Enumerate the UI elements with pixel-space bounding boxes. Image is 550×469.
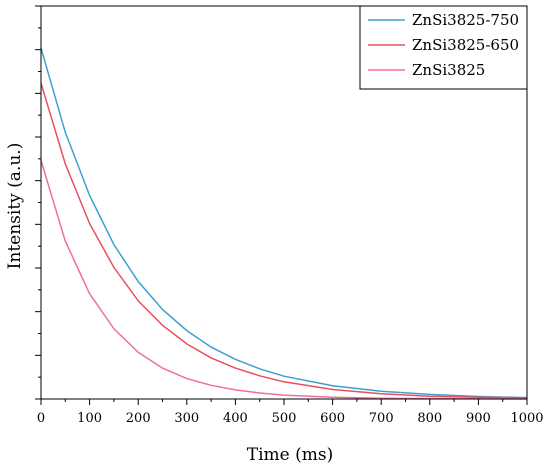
series-line-1 bbox=[40, 47, 528, 399]
series-line-2 bbox=[40, 82, 528, 399]
legend-label-3: ZnSi3825 bbox=[412, 61, 485, 79]
legend-label-1: ZnSi3825-750 bbox=[412, 11, 519, 29]
x-tick-label: 1000 bbox=[510, 411, 543, 426]
x-tick-label: 500 bbox=[272, 411, 297, 426]
legend: ZnSi3825-750 ZnSi3825-650 ZnSi3825 bbox=[359, 5, 528, 90]
legend-label-2: ZnSi3825-650 bbox=[412, 36, 519, 54]
x-axis-title: Time (ms) bbox=[247, 445, 333, 465]
x-tick-label: 300 bbox=[174, 411, 199, 426]
x-tick-label: 700 bbox=[369, 411, 394, 426]
series-line-3 bbox=[40, 160, 528, 400]
x-tick-label: 200 bbox=[126, 411, 151, 426]
x-tick-label: 600 bbox=[320, 411, 345, 426]
x-tick-label: 800 bbox=[417, 411, 442, 426]
axes: 0 100 200 300 400 500 600 700 800 900 1000 bbox=[35, 5, 544, 426]
x-tick-label: 400 bbox=[223, 411, 248, 426]
x-tick-label: 900 bbox=[466, 411, 491, 426]
plot-area bbox=[40, 47, 528, 400]
x-tick-label: 100 bbox=[77, 411, 102, 426]
x-tick-label: 0 bbox=[37, 411, 45, 426]
y-axis-title: Intensity (a.u.) bbox=[5, 143, 25, 270]
